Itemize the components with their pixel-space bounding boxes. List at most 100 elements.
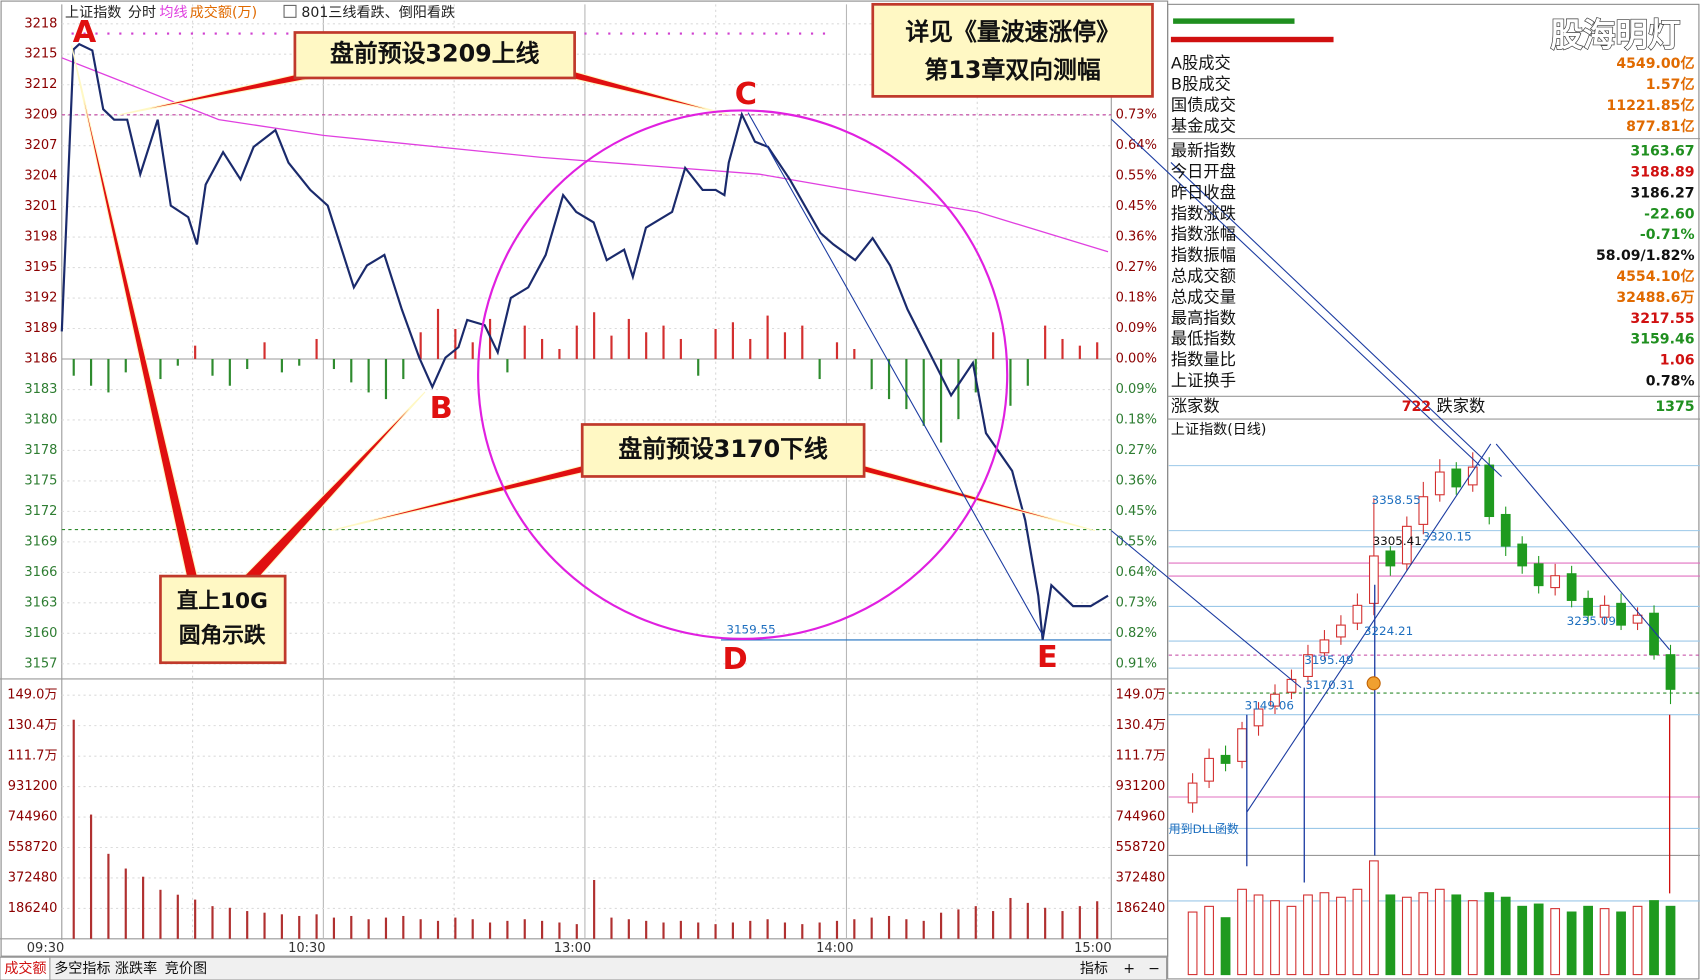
bottom-tab[interactable]: 多空指标 [54,960,110,977]
bottom-button[interactable]: + [1123,961,1135,977]
marker-dot [715,32,718,35]
breadth-bar [228,359,231,386]
candle-body [1253,708,1264,727]
breadth-bar [89,359,93,386]
candle-body [1566,573,1577,601]
bottom-button[interactable]: − [1148,961,1160,977]
stat-label: 今日开盘 [1171,162,1236,181]
marker-dot [202,32,205,35]
pct-tick-label: 0.27% [1116,443,1157,458]
breadth-bar [922,359,925,426]
volume-bar [194,899,197,939]
stat-value: 3217.55 [1630,311,1694,327]
candle-body [1187,782,1198,804]
checkbox[interactable] [283,4,297,18]
y-tick-label: 3189 [24,321,57,336]
bottom-button[interactable]: 指标 [1080,961,1108,977]
volume-bar [558,922,561,939]
daily-volume-bar [1500,896,1511,976]
breadth-bar [332,359,336,370]
y-tick-label: 3207 [24,138,57,153]
marker-dot [83,32,86,35]
bottom-tab[interactable]: 涨跌率 [115,960,157,977]
daily-note: 用到DLL函数 [1169,822,1239,836]
volume-bar [332,917,336,939]
pct-tick-label: 0.64% [1116,138,1157,153]
volume-bar [1061,911,1064,939]
pct-tick-label: 0.55% [1116,534,1157,549]
stat-value: 3186.27 [1630,185,1694,201]
volume-tick-label: 111.7万 [7,749,57,764]
volume-tick-label: 130.4万 [7,718,57,733]
volume-bar [870,917,873,939]
annotation: 圆角示跌 [179,623,266,649]
volume-bar [211,906,214,939]
daily-volume-bar [1566,911,1577,976]
marker-dot [810,32,814,35]
annotation-box [293,31,576,80]
y-tick-label: 3178 [24,443,57,458]
bottom-tab[interactable]: 竞价图 [165,960,207,977]
marker-dot [727,32,730,35]
breadth-bar [801,325,804,360]
daily-volume-bar [1401,896,1412,976]
daily-volume-bar [1517,905,1528,976]
y-tick-label: 3195 [24,260,57,275]
marker-dot [667,32,671,35]
volume-bar [454,917,457,939]
breadth-bar [350,359,353,383]
marker-dot [763,32,766,35]
volume-tick-label: 186240 [1116,901,1166,916]
volume-tick-label: 149.0万 [7,688,57,703]
marker-dot [262,32,265,35]
marker-dot [95,32,98,35]
measure-line [1110,530,1302,689]
volume-bar [783,922,787,939]
daily-label: 3235.09 [1567,614,1616,628]
candle-body [1467,466,1478,486]
stat-value: 4554.10亿 [1616,268,1694,285]
volume-bar [541,920,544,939]
breadth-bar [211,359,214,376]
daily-volume-bar [1385,894,1396,976]
volume-bar [488,922,492,939]
stat-value: 1.57亿 [1646,76,1695,93]
breadth-bar [1044,325,1047,360]
breadth-bar [853,348,856,360]
breadth-bar [905,359,908,410]
marker-dot [107,32,110,35]
tab[interactable]: 均线 [159,5,187,21]
marker-dot [620,32,623,35]
annotation: 盘前预设3170下线 [618,435,828,463]
daily-label: 3149.06 [1245,699,1294,713]
stat-value: -0.71% [1640,227,1695,243]
candle-body [1303,654,1313,677]
stat-label: A股成交 [1171,53,1231,72]
candle-body [1418,496,1429,525]
volume-bar [228,907,231,939]
pct-tick-label: 0.18% [1116,412,1157,427]
candle-body [1319,639,1330,654]
volume-bar [72,719,75,939]
candle-body [1550,575,1561,589]
daily-volume-bar [1533,903,1544,976]
bottom-tab[interactable]: 成交额 [4,960,46,977]
marker-dot [166,32,170,35]
pct-tick-label: 0.00% [1116,352,1157,367]
tab[interactable]: 分时 [128,5,156,21]
volume-tick-label: 931200 [8,779,58,794]
stat-label: 总成交量 [1171,287,1236,306]
breadth-bar [72,359,75,376]
overlay-layer: 3218 3215 3212 3209 3207 3204 3201 3198 3195 3192… [7,16,1695,956]
tab[interactable]: 成交额(万) [190,4,257,21]
pct-tick-label: 0.09% [1116,321,1157,336]
pct-tick-label: 0.64% [1116,565,1157,580]
volume-bar [1009,897,1012,939]
volume-bar [714,924,717,939]
signal: 801三线看跌、倒阳看跌 [301,5,455,21]
daily-volume-bar [1352,888,1363,976]
daily-volume-bar [1665,905,1676,976]
volume-bar [853,919,856,939]
